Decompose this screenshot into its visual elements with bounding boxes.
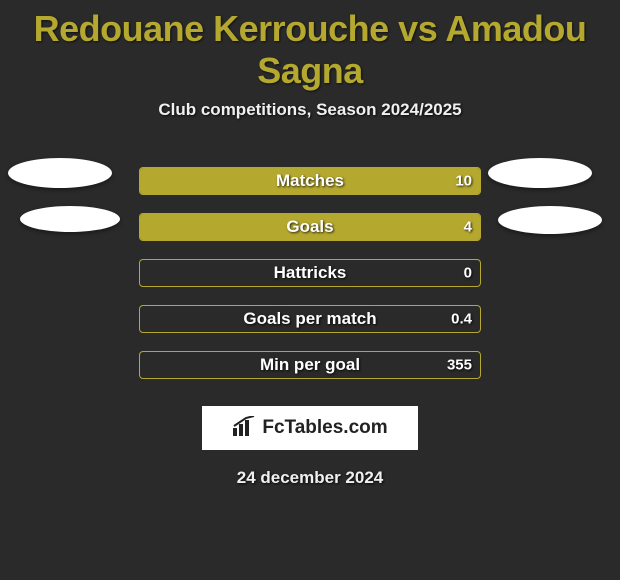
stat-row: Matches10 (0, 158, 620, 204)
logo-badge: FcTables.com (202, 406, 418, 450)
stat-row: Min per goal355 (0, 342, 620, 388)
stat-value: 355 (447, 357, 472, 374)
date-label: 24 december 2024 (0, 468, 620, 488)
stat-bar: Min per goal355 (139, 351, 481, 379)
stat-bar: Hattricks0 (139, 259, 481, 287)
page-title: Redouane Kerrouche vs Amadou Sagna (0, 2, 620, 100)
stat-row: Goals per match0.4 (0, 296, 620, 342)
stat-value: 0 (464, 265, 472, 282)
stat-label: Goals per match (140, 309, 480, 329)
logo-text: FcTables.com (262, 417, 387, 439)
infographic-root: Redouane Kerrouche vs Amadou Sagna Club … (0, 0, 620, 488)
stat-row: Hattricks0 (0, 250, 620, 296)
stat-value: 4 (464, 219, 472, 236)
stat-label: Hattricks (140, 263, 480, 283)
stat-label: Min per goal (140, 355, 480, 375)
stat-label: Matches (140, 171, 480, 191)
chart-icon (232, 416, 258, 441)
stat-bar: Goals per match0.4 (139, 305, 481, 333)
stat-bar: Goals4 (139, 213, 481, 241)
stat-label: Goals (140, 217, 480, 237)
stat-value: 10 (455, 173, 472, 190)
stat-bar: Matches10 (139, 167, 481, 195)
subtitle: Club competitions, Season 2024/2025 (0, 100, 620, 120)
stat-row: Goals4 (0, 204, 620, 250)
stat-value: 0.4 (451, 311, 472, 328)
stats-area: Matches10 Goals4 Hattricks0 Goals per match… (0, 158, 620, 388)
